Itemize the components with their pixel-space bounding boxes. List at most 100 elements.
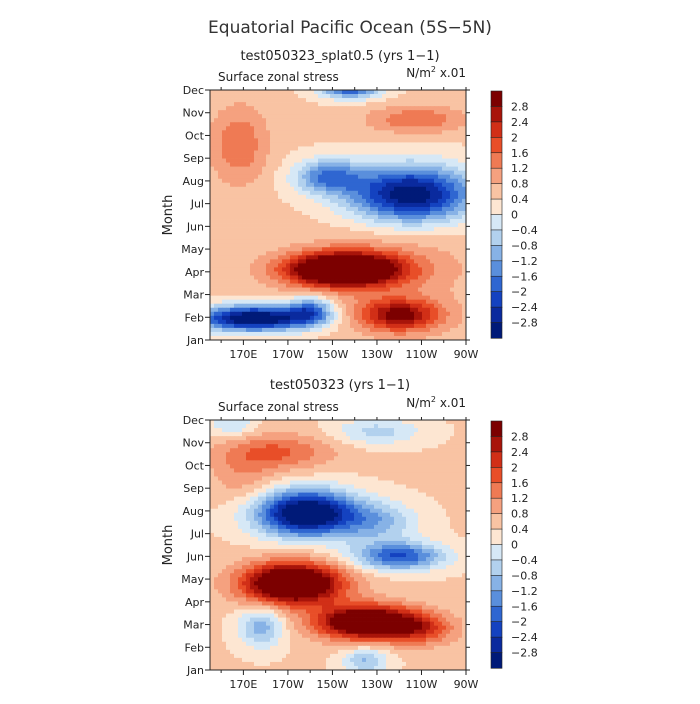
contour-cell: [266, 472, 270, 476]
contour-cell: [342, 280, 346, 284]
contour-cell: [410, 464, 414, 468]
contour-cell: [242, 243, 246, 247]
contour-cell: [290, 448, 294, 452]
contour-cell: [210, 312, 214, 316]
contour-cell: [414, 94, 418, 98]
contour-cell: [446, 114, 450, 118]
contour-cell: [290, 142, 294, 146]
contour-cell: [450, 142, 454, 146]
contour-cell: [450, 159, 454, 163]
contour-cell: [354, 452, 358, 456]
contour-cell: [314, 468, 318, 472]
contour-cell: [362, 150, 366, 154]
contour-cell: [226, 247, 230, 251]
contour-cell: [350, 324, 354, 328]
contour-cell: [358, 191, 362, 195]
contour-cell: [310, 191, 314, 195]
contour-cell: [330, 150, 334, 154]
contour-cell: [298, 191, 302, 195]
contour-cell: [218, 130, 222, 134]
contour-cell: [258, 126, 262, 130]
contour-cell: [366, 122, 370, 126]
contour-cell: [346, 440, 350, 444]
contour-cell: [450, 126, 454, 130]
contour-cell: [250, 452, 254, 456]
contour-cell: [442, 468, 446, 472]
contour-cell: [302, 215, 306, 219]
contour-cell: [366, 231, 370, 235]
contour-cell: [222, 187, 226, 191]
contour-cell: [438, 420, 442, 424]
contour-cell: [342, 432, 346, 436]
contour-cell: [414, 106, 418, 110]
contour-cell: [238, 134, 242, 138]
contour-cell: [414, 296, 418, 300]
contour-cell: [418, 300, 422, 304]
contour-cell: [282, 444, 286, 448]
contour-cell: [402, 191, 406, 195]
contour-cell: [290, 300, 294, 304]
contour-cell: [254, 275, 258, 279]
contour-cell: [230, 187, 234, 191]
contour-cell: [318, 320, 322, 324]
contour-cell: [210, 207, 214, 211]
contour-cell: [362, 219, 366, 223]
contour-cell: [350, 288, 354, 292]
contour-cell: [342, 94, 346, 98]
contour-cell: [282, 223, 286, 227]
contour-cell: [214, 440, 218, 444]
contour-cell: [450, 271, 454, 275]
contour-cell: [442, 114, 446, 118]
contour-cell: [406, 255, 410, 259]
contour-cell: [430, 448, 434, 452]
contour-cell: [302, 130, 306, 134]
contour-cell: [234, 308, 238, 312]
contour-cell: [262, 167, 266, 171]
contour-cell: [378, 167, 382, 171]
contour-cell: [418, 460, 422, 464]
contour-cell: [270, 288, 274, 292]
contour-cell: [230, 150, 234, 154]
contour-cell: [450, 328, 454, 332]
contour-cell: [310, 122, 314, 126]
contour-cell: [338, 460, 342, 464]
contour-cell: [210, 102, 214, 106]
contour-cell: [274, 320, 278, 324]
contour-cell: [254, 146, 258, 150]
contour-cell: [418, 271, 422, 275]
contour-cell: [398, 227, 402, 231]
contour-cell: [214, 460, 218, 464]
contour-cell: [430, 183, 434, 187]
contour-cell: [386, 448, 390, 452]
contour-cell: [374, 332, 378, 336]
contour-cell: [306, 159, 310, 163]
contour-cell: [258, 468, 262, 472]
contour-cell: [302, 255, 306, 259]
contour-cell: [222, 420, 226, 424]
contour-cell: [406, 94, 410, 98]
contour-cell: [446, 320, 450, 324]
contour-cell: [446, 424, 450, 428]
contour-cell: [458, 275, 462, 279]
contour-cell: [262, 255, 266, 259]
contour-cell: [266, 134, 270, 138]
contour-cell: [294, 263, 298, 267]
contour-cell: [450, 138, 454, 142]
contour-cell: [410, 267, 414, 271]
contour-cell: [286, 142, 290, 146]
contour-cell: [390, 110, 394, 114]
contour-cell: [442, 420, 446, 424]
contour-cell: [374, 203, 378, 207]
contour-cell: [258, 138, 262, 142]
contour-cell: [262, 271, 266, 275]
contour-cell: [334, 263, 338, 267]
contour-cell: [242, 251, 246, 255]
contour-cell: [238, 126, 242, 130]
contour-cell: [334, 452, 338, 456]
contour-cell: [278, 428, 282, 432]
contour-cell: [298, 211, 302, 215]
contour-cell: [338, 280, 342, 284]
contour-cell: [310, 444, 314, 448]
contour-cell: [410, 332, 414, 336]
contour-cell: [210, 94, 214, 98]
